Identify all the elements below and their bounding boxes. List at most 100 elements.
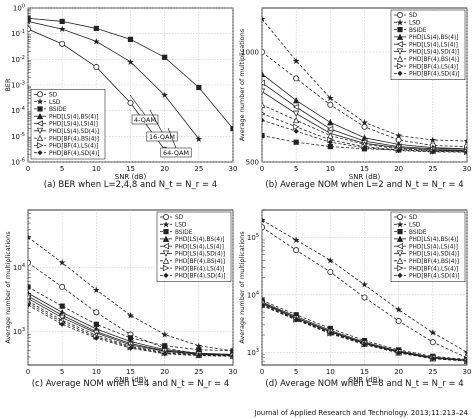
data-point — [262, 117, 265, 123]
data-point — [59, 321, 65, 327]
annotation-arrow — [167, 127, 177, 149]
legend-entry: PHD[BF(4),BS(4)] — [49, 136, 99, 142]
legend-marker — [37, 106, 43, 112]
legend-entry: PHD[BF(4),LS(4)] — [409, 64, 458, 70]
x-tick-label: 0 — [260, 368, 264, 376]
y-tick-label: 10-5 — [11, 132, 25, 141]
legend-entry: BSIDE — [409, 230, 427, 236]
data-point — [327, 139, 333, 145]
x-tick-label: 0 — [26, 368, 30, 376]
data-point — [396, 147, 402, 154]
data-point — [262, 133, 265, 139]
y-tick-label: 500 — [246, 159, 259, 167]
data-point — [361, 145, 368, 151]
legend-marker — [162, 213, 169, 220]
data-point — [28, 26, 31, 33]
data-point — [293, 110, 300, 117]
annotation-box — [131, 114, 159, 125]
legend-box — [390, 211, 466, 282]
series-line — [28, 236, 233, 352]
x-tick-label: 25 — [194, 165, 203, 173]
data-point — [262, 49, 265, 55]
data-point: ★ — [58, 259, 66, 269]
data-point — [293, 116, 300, 124]
chart-panel-a: 0 5 10 15 20 25 30 10-6 10-5 10-4 10-3 10-2 10-1 100 S… — [4, 4, 237, 191]
legend: SD ★ LSDBSIDEPHD[LS(4),BS(4)]PHD[LS(4),LS(… — [390, 211, 466, 282]
data-point — [262, 88, 266, 95]
legend-marker — [37, 91, 44, 98]
legend-marker — [163, 264, 170, 272]
data-point: ★ — [463, 137, 471, 147]
data-point — [327, 101, 334, 108]
x-axis-label: SNR (dB) — [115, 376, 147, 384]
y-tick-label: 10-6 — [11, 158, 25, 167]
journal-credit: Journal of Applied Research and Technolo… — [254, 409, 468, 417]
data-point — [327, 144, 333, 150]
data-point — [293, 75, 300, 82]
data-point — [430, 149, 436, 155]
data-point — [262, 70, 266, 77]
legend-entry: PHD[LS(4),LS(4)] — [409, 244, 458, 250]
legend-entry: PHD[LS(4),BS(4)] — [49, 114, 99, 120]
annotation-label: 64-QAM — [163, 149, 189, 157]
x-tick-label: 25 — [428, 368, 437, 376]
annotation-label: 4-QAM — [134, 116, 156, 124]
annotation-arrow — [129, 94, 146, 116]
panel-caption: (a) BER when L=2,4,8 and N_t = N_r = 4 — [44, 180, 217, 190]
x-tick-label: 25 — [194, 368, 203, 376]
series-line — [28, 21, 200, 140]
data-point — [230, 126, 233, 132]
data-point — [196, 84, 202, 91]
legend-entry: LSD — [49, 100, 61, 106]
legend-entry: PHD[LS(4),SD(4)] — [409, 252, 459, 258]
data-point — [395, 318, 402, 325]
y-axis-label: Average number of multiplications — [238, 231, 246, 344]
legend-entry: PHD[LS(4),LS(4)] — [49, 122, 98, 128]
data-point — [93, 309, 100, 316]
data-point: ★ — [161, 91, 169, 101]
data-point: ★ — [92, 37, 100, 47]
legend-marker — [37, 150, 43, 156]
data-point — [293, 123, 300, 130]
chart-panel-d: 0 5 10 15 20 25 30 103 104 105 SNR (dB) Average num… — [238, 209, 471, 389]
data-point — [127, 335, 134, 341]
data-point — [464, 358, 467, 364]
data-point — [464, 149, 467, 155]
series-group: ★ ★ ★ ★ ★ ★ ★ — [262, 216, 471, 365]
data-point — [59, 40, 66, 47]
legend-marker — [397, 70, 403, 76]
legend-entry: PHD[LS(4),SD(4)] — [409, 50, 459, 56]
x-tick-label: 20 — [160, 368, 169, 376]
y-axis-label: Average number of multiplications — [238, 28, 246, 141]
data-point — [59, 283, 66, 290]
data-point: ★ — [24, 17, 32, 27]
legend-entry: PHD[LS(4),BS(4)] — [409, 237, 459, 243]
legend-marker — [396, 33, 404, 40]
x-tick-label: 20 — [394, 165, 403, 173]
annotation-arrow — [149, 109, 163, 133]
data-point — [293, 247, 300, 254]
legend-entry: BSIDE — [409, 28, 427, 34]
x-tick-label: 0 — [26, 165, 30, 173]
legend-marker — [163, 229, 169, 235]
legend-marker — [397, 272, 403, 278]
data-point — [28, 284, 31, 290]
legend-marker — [396, 213, 403, 220]
panel-caption: (d) Average NOM when L=8 and N_t = N_r =… — [265, 379, 463, 389]
x-tick-label: 10 — [92, 165, 101, 173]
x-tick-label: 10 — [92, 368, 101, 376]
series-line — [262, 18, 467, 142]
data-point — [429, 339, 436, 346]
data-point: ★ — [360, 118, 368, 128]
legend-entry: SD — [409, 215, 418, 221]
legend: SD ★ LSDBSIDEPHD[LS(4),BS(4)]PHD[LS(4),LS(… — [390, 9, 466, 80]
legend-marker — [396, 55, 404, 62]
data-point: ★ — [195, 135, 203, 145]
legend-entry: PHD[BF(4),BS(4)] — [409, 259, 459, 265]
legend-marker — [397, 229, 403, 235]
data-point: ★ — [463, 348, 471, 358]
legend-box — [390, 9, 466, 80]
legend-marker: ★ — [162, 220, 170, 230]
series-group: ★ ★ ★ ★ ★ ★ ★ — [262, 15, 471, 156]
x-tick-label: 30 — [229, 368, 238, 376]
